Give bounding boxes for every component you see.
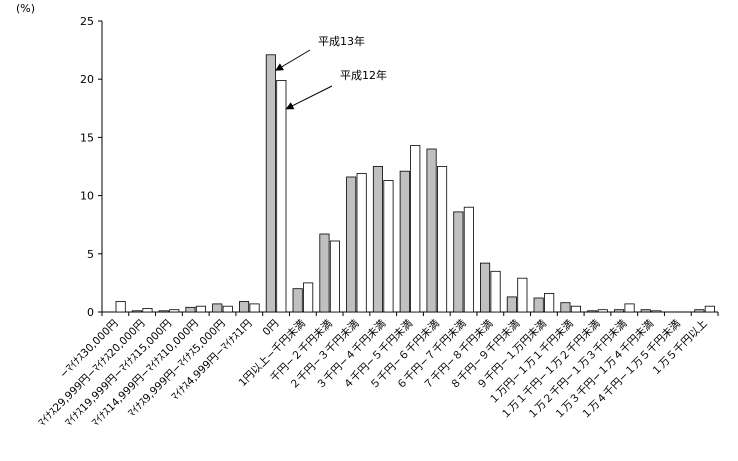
- bar-series-0-14: [479, 262, 491, 313]
- bar-series-0-7: [292, 288, 303, 313]
- bar-series-0-8: [319, 233, 330, 313]
- y-tick-label: 25: [80, 15, 94, 28]
- annotation-arrow: [285, 85, 333, 110]
- bar-series-1-15: [517, 277, 528, 313]
- bar-series-0-20: [640, 309, 651, 313]
- bar-series-0-12: [426, 148, 437, 313]
- bars: [115, 54, 715, 313]
- bar-series-0-17: [560, 302, 571, 313]
- y-tick-label: 0: [87, 306, 94, 319]
- bar-series-1-0: [115, 301, 126, 313]
- bar-series-0-11: [399, 170, 410, 313]
- y-tick-label: 20: [80, 73, 94, 86]
- bar-series-0-1: [131, 310, 143, 313]
- bar-series-1-3: [195, 305, 207, 313]
- bar-series-1-8: [329, 240, 340, 313]
- bar-series-1-1: [142, 308, 153, 313]
- bar-series-0-16: [533, 297, 544, 313]
- annotation-label: 平成13年: [318, 34, 365, 48]
- annotation-arrow: [275, 49, 311, 71]
- bar-series-1-5: [249, 303, 260, 313]
- bar-series-1-17: [570, 305, 581, 313]
- bar-series-1-22: [704, 305, 715, 313]
- bar-series-1-20: [651, 310, 662, 313]
- bar-series-1-2: [169, 309, 180, 313]
- bar-series-0-5: [238, 301, 250, 313]
- bar-series-1-11: [410, 145, 421, 313]
- x-tick-label: 0円: [261, 318, 282, 339]
- bar-series-1-16: [544, 292, 555, 313]
- y-tick-label: 10: [80, 190, 94, 203]
- y-tick-labels: 0 5 10 15 20 25: [80, 15, 94, 319]
- bar-series-0-9: [346, 176, 357, 313]
- bar-series-0-2: [158, 310, 169, 313]
- bar-series-1-13: [463, 206, 474, 313]
- y-tick-label: 5: [87, 248, 94, 261]
- bar-series-1-6: [276, 80, 287, 313]
- bar-series-1-7: [303, 282, 314, 313]
- bar-series-1-9: [356, 173, 367, 313]
- y-tick-label: 15: [80, 131, 94, 144]
- bar-series-0-13: [453, 211, 464, 313]
- bar-series-1-10: [383, 180, 394, 313]
- y-axis-unit-label: (%): [16, 2, 35, 15]
- bar-series-0-10: [372, 166, 383, 313]
- x-tick-labels: −ﾏｲﾅｽ30,000円ﾏｲﾅｽ29,999円−ﾏｲﾅｽ20,000円ﾏｲﾅｽ1…: [36, 317, 710, 429]
- bar-series-1-12: [436, 166, 448, 313]
- bar-series-0-4: [212, 303, 223, 313]
- bar-series-0-22: [694, 309, 705, 313]
- bar-series-0-3: [185, 306, 196, 313]
- bar-series-0-19: [614, 309, 625, 313]
- bar-series-0-18: [587, 310, 598, 313]
- bar-series-0-6: [265, 54, 276, 313]
- x-tick-label: ﾏｲﾅｽ19,999円−ﾏｲﾅｽ15,000円: [63, 318, 174, 429]
- bar-series-1-18: [597, 309, 608, 313]
- bar-series-1-14: [490, 270, 501, 313]
- bar-series-1-4: [222, 305, 233, 313]
- bar-series-1-19: [624, 303, 635, 313]
- bar-series-0-15: [506, 296, 517, 313]
- annotation-label: 平成12年: [340, 68, 387, 82]
